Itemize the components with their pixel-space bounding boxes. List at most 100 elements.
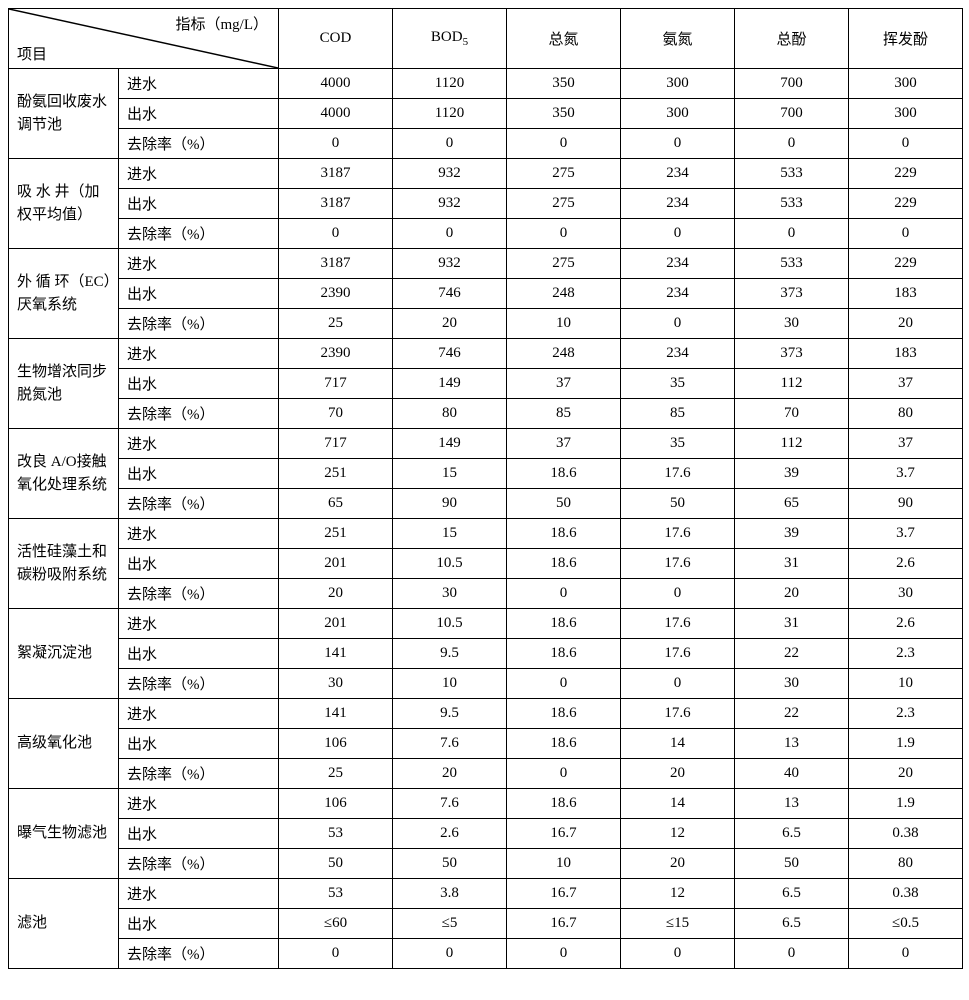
data-cell: 717 bbox=[279, 429, 393, 459]
bod-text: BOD bbox=[431, 29, 463, 45]
data-cell: ≤5 bbox=[393, 909, 507, 939]
data-cell: 183 bbox=[849, 279, 963, 309]
data-cell: 65 bbox=[735, 489, 849, 519]
data-cell: 12 bbox=[621, 879, 735, 909]
project-name-cell: 活性硅藻土和碳粉吸附系统 bbox=[9, 519, 119, 609]
header-diagonal-cell: 指标（mg/L） 项目 bbox=[9, 9, 279, 69]
data-cell: 0 bbox=[279, 939, 393, 969]
data-cell: 17.6 bbox=[621, 639, 735, 669]
measure-label-cell: 进水 bbox=[119, 789, 279, 819]
table-row: 出水1067.618.614131.9 bbox=[9, 729, 963, 759]
data-cell: 2.6 bbox=[849, 549, 963, 579]
data-cell: 18.6 bbox=[507, 639, 621, 669]
data-cell: 229 bbox=[849, 189, 963, 219]
measure-label-cell: 出水 bbox=[119, 729, 279, 759]
project-name-cell: 滤池 bbox=[9, 879, 119, 969]
measure-label-cell: 出水 bbox=[119, 819, 279, 849]
table-row: 去除率（%）25201003020 bbox=[9, 309, 963, 339]
data-cell: 700 bbox=[735, 69, 849, 99]
project-name-cell: 改良 A/O接触氧化处理系统 bbox=[9, 429, 119, 519]
data-cell: 373 bbox=[735, 339, 849, 369]
measure-label-cell: 进水 bbox=[119, 429, 279, 459]
data-cell: 4000 bbox=[279, 69, 393, 99]
project-name-cell: 曝气生物滤池 bbox=[9, 789, 119, 879]
data-cell: 0 bbox=[393, 129, 507, 159]
data-cell: 17.6 bbox=[621, 459, 735, 489]
data-cell: 3.8 bbox=[393, 879, 507, 909]
measure-label-cell: 出水 bbox=[119, 369, 279, 399]
data-cell: 39 bbox=[735, 459, 849, 489]
table-row: 出水532.616.7126.50.38 bbox=[9, 819, 963, 849]
table-row: 去除率（%）25200204020 bbox=[9, 759, 963, 789]
table-row: 生物增浓同步脱氮池进水2390746248234373183 bbox=[9, 339, 963, 369]
data-cell: 300 bbox=[621, 99, 735, 129]
data-cell: 300 bbox=[621, 69, 735, 99]
measure-label-cell: 出水 bbox=[119, 279, 279, 309]
data-cell: 25 bbox=[279, 309, 393, 339]
data-cell: 20 bbox=[621, 849, 735, 879]
data-cell: 717 bbox=[279, 369, 393, 399]
table-row: 出水3187932275234533229 bbox=[9, 189, 963, 219]
measure-label-cell: 去除率（%） bbox=[119, 759, 279, 789]
project-name-cell: 吸 水 井（加权平均值） bbox=[9, 159, 119, 249]
data-cell: 30 bbox=[279, 669, 393, 699]
table-row: 改良 A/O接触氧化处理系统进水717149373511237 bbox=[9, 429, 963, 459]
measure-label-cell: 出水 bbox=[119, 549, 279, 579]
data-cell: 17.6 bbox=[621, 519, 735, 549]
measure-label-cell: 出水 bbox=[119, 909, 279, 939]
data-cell: 0 bbox=[621, 669, 735, 699]
data-cell: 7.6 bbox=[393, 729, 507, 759]
data-cell: 20 bbox=[393, 759, 507, 789]
data-cell: 15 bbox=[393, 519, 507, 549]
data-cell: 201 bbox=[279, 549, 393, 579]
data-cell: 533 bbox=[735, 159, 849, 189]
data-cell: 3187 bbox=[279, 189, 393, 219]
data-cell: 149 bbox=[393, 429, 507, 459]
data-cell: 20 bbox=[849, 759, 963, 789]
measure-label-cell: 去除率（%） bbox=[119, 489, 279, 519]
data-cell: 0 bbox=[735, 939, 849, 969]
table-row: 酚氨回收废水调节池进水40001120350300700300 bbox=[9, 69, 963, 99]
data-cell: 0 bbox=[507, 939, 621, 969]
data-cell: 0 bbox=[507, 669, 621, 699]
data-cell: 932 bbox=[393, 159, 507, 189]
measure-label-cell: 去除率（%） bbox=[119, 939, 279, 969]
data-cell: 37 bbox=[849, 429, 963, 459]
data-cell: 0 bbox=[735, 219, 849, 249]
column-header-nh3n: 氨氮 bbox=[621, 9, 735, 69]
data-cell: 80 bbox=[849, 849, 963, 879]
data-cell: 0 bbox=[507, 759, 621, 789]
data-cell: 700 bbox=[735, 99, 849, 129]
data-cell: 3.7 bbox=[849, 519, 963, 549]
table-row: 曝气生物滤池进水1067.618.614131.9 bbox=[9, 789, 963, 819]
data-cell: 0 bbox=[735, 129, 849, 159]
data-cell: 533 bbox=[735, 189, 849, 219]
data-cell: 0 bbox=[849, 219, 963, 249]
column-header-volatile-phenol: 挥发酚 bbox=[849, 9, 963, 69]
measure-label-cell: 进水 bbox=[119, 249, 279, 279]
data-cell: 4000 bbox=[279, 99, 393, 129]
data-cell: 183 bbox=[849, 339, 963, 369]
project-name-cell: 高级氧化池 bbox=[9, 699, 119, 789]
data-cell: 30 bbox=[849, 579, 963, 609]
data-cell: 746 bbox=[393, 339, 507, 369]
data-cell: 18.6 bbox=[507, 549, 621, 579]
data-cell: 17.6 bbox=[621, 609, 735, 639]
data-cell: 3187 bbox=[279, 159, 393, 189]
data-cell: 50 bbox=[279, 849, 393, 879]
data-cell: 35 bbox=[621, 429, 735, 459]
measure-label-cell: 进水 bbox=[119, 609, 279, 639]
data-cell: 0.38 bbox=[849, 879, 963, 909]
data-cell: 3187 bbox=[279, 249, 393, 279]
data-cell: 275 bbox=[507, 189, 621, 219]
data-cell: 234 bbox=[621, 339, 735, 369]
bod-subscript: 5 bbox=[463, 36, 469, 48]
data-cell: 6.5 bbox=[735, 909, 849, 939]
project-name-cell: 絮凝沉淀池 bbox=[9, 609, 119, 699]
data-cell: 0 bbox=[621, 579, 735, 609]
data-cell: 18.6 bbox=[507, 459, 621, 489]
data-cell: 248 bbox=[507, 339, 621, 369]
data-cell: 65 bbox=[279, 489, 393, 519]
data-cell: 53 bbox=[279, 879, 393, 909]
data-cell: 112 bbox=[735, 369, 849, 399]
